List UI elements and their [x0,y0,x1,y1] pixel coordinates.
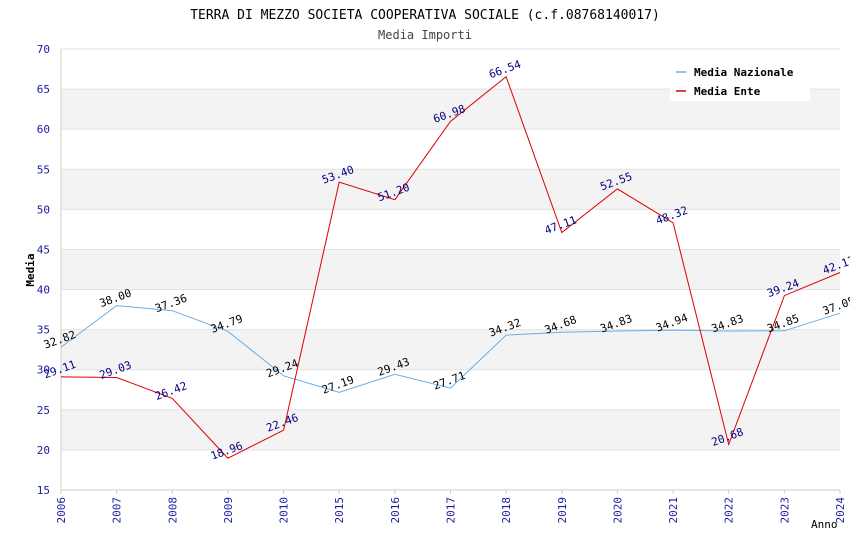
x-tick-label: 2008 [166,497,179,524]
x-tick-label: 2019 [556,497,569,524]
x-tick-label: 2023 [778,497,791,524]
x-tick-label: 2018 [500,497,513,524]
x-tick-labels: 2006 2007 2008 2009 2010 2015 2016 2017 2018 2019… [55,490,847,524]
y-tick-label: 20 [37,444,50,457]
x-tick-label: 2020 [611,497,624,524]
legend: Media Nazionale Media Ente [670,60,810,101]
chart-title: TERRA DI MEZZO SOCIETA COOPERATIVA SOCIA… [190,8,660,23]
legend-entry: Media Ente [694,85,761,98]
grid-band [61,129,840,170]
x-tick-label: 2009 [222,497,235,524]
grid-band [61,369,840,410]
x-axis-label: Anno [811,518,838,531]
grid-bands [61,49,840,490]
y-axis-label: Media [24,253,37,286]
y-tick-label: 65 [37,83,50,96]
grid-band [61,329,840,370]
x-tick-label: 2006 [55,497,68,524]
series-lines [60,75,841,459]
grid-band [61,169,840,210]
x-tick-label: 2017 [445,497,458,524]
grid-band [61,249,840,290]
legend-box [670,60,810,101]
y-tick-label: 40 [37,284,50,297]
chart-subtitle: Media Importi [378,28,472,42]
y-tick-label: 25 [37,404,50,417]
x-tick-label: 2010 [278,497,291,524]
legend-entry: Media Nazionale [694,66,794,79]
grid-band [61,209,840,250]
y-tick-label: 30 [37,364,50,377]
y-tick-labels: 15 20 25 30 35 40 45 50 55 60 65 70 [37,43,50,497]
x-tick-label: 2015 [333,497,346,524]
grid-band [61,409,840,450]
y-tick-label: 35 [37,324,50,337]
x-tick-label: 2016 [389,497,402,524]
y-tick-label: 15 [37,484,50,497]
y-tick-label: 45 [37,243,50,256]
grid-band [61,449,840,490]
y-tick-label: 55 [37,163,50,176]
y-tick-label: 70 [37,43,50,56]
y-tick-label: 50 [37,203,50,216]
x-tick-label: 2007 [111,497,124,524]
x-tick-label: 2022 [723,497,736,524]
x-tick-label: 2021 [667,497,680,524]
grid-band [61,289,840,330]
series-line-media-nazionale [60,305,841,393]
series-line-media-ente [60,75,841,459]
y-tick-label: 60 [37,123,50,136]
x-tick-label: 2024 [834,497,847,524]
